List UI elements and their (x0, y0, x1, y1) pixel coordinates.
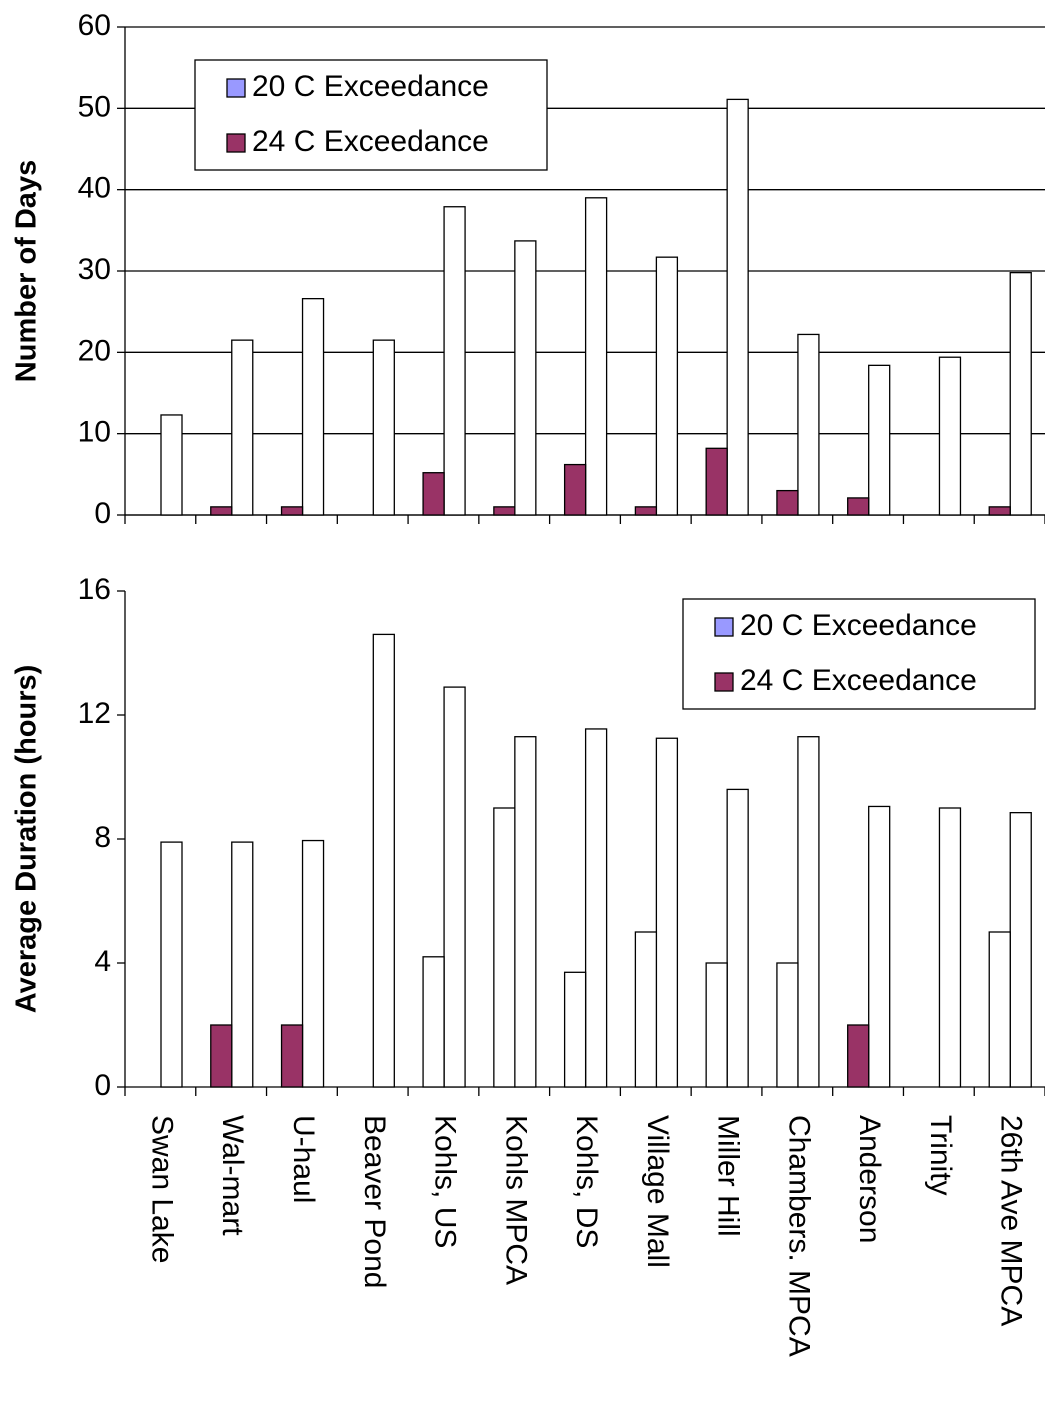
y-tick-label: 60 (78, 9, 111, 42)
bar (655, 256, 679, 516)
bar (868, 364, 891, 516)
legend-label: 24 C Exceedance (740, 664, 977, 697)
bar (280, 506, 304, 516)
bar (1009, 812, 1032, 1088)
bar (705, 447, 728, 516)
legend-swatch (714, 672, 734, 692)
x-tick-label: U-haul (287, 1115, 320, 1203)
y-tick-label: 50 (78, 90, 111, 123)
bar (634, 931, 658, 1088)
legend-label: 20 C Exceedance (740, 609, 977, 642)
y-tick-label: 10 (78, 416, 111, 449)
bar (584, 197, 608, 516)
legend-swatch (226, 78, 246, 98)
bar (797, 333, 820, 516)
y-tick-label: 30 (78, 253, 111, 286)
bar (938, 356, 962, 516)
bar (301, 839, 325, 1088)
y-axis-title: Average Duration (hours) (11, 665, 43, 1014)
x-tick-label: Wal-mart (216, 1115, 249, 1236)
legend-swatch (714, 617, 734, 637)
bar (493, 807, 516, 1088)
bar (563, 971, 587, 1088)
x-tick-label: Kohls, US (429, 1115, 462, 1248)
bar (1009, 271, 1032, 516)
bar (210, 1024, 233, 1088)
bar (160, 841, 183, 1088)
bar (493, 506, 516, 516)
bar (988, 931, 1011, 1088)
legend: 20 C Exceedance 24 C Exceedance (682, 598, 1036, 710)
y-tick-label: 0 (94, 1069, 111, 1102)
y-tick-label: 8 (94, 821, 111, 854)
bar (847, 1024, 870, 1088)
legend-label: 20 C Exceedance (252, 70, 489, 103)
y-tick-label: 20 (78, 334, 111, 367)
x-tick-label: Village Mall (641, 1115, 674, 1268)
bar (584, 728, 608, 1088)
x-tick-label: Miller Hill (712, 1115, 745, 1237)
bar (514, 736, 537, 1088)
bar (726, 98, 749, 516)
bar (231, 841, 254, 1088)
bar (231, 339, 254, 516)
legend-box (682, 598, 1036, 710)
y-tick-label: 12 (78, 697, 111, 730)
bar (210, 506, 233, 516)
bar (301, 298, 325, 516)
bar (634, 506, 658, 516)
x-tick-label: Beaver Pond (358, 1115, 391, 1288)
bar (847, 497, 870, 516)
legend: 20 C Exceedance 24 C Exceedance (194, 59, 548, 171)
x-tick-label: Anderson (853, 1115, 886, 1243)
bar (443, 686, 466, 1088)
y-axis-title: Number of Days (11, 160, 43, 382)
y-tick-label: 40 (78, 172, 111, 205)
x-tick-label: Trinity (924, 1115, 957, 1196)
bar (726, 788, 749, 1088)
legend-swatch (226, 133, 246, 153)
bar (868, 805, 891, 1088)
y-tick-label: 16 (78, 573, 111, 606)
x-tick-label: Kohls MPCA (499, 1115, 532, 1285)
x-tick-label: Swan Lake (145, 1115, 178, 1263)
bar (776, 962, 799, 1088)
bar (372, 339, 395, 516)
bar (655, 737, 679, 1088)
legend-label: 24 C Exceedance (252, 125, 489, 158)
x-tick-label: 26th Ave MPCA (995, 1115, 1028, 1326)
bar (443, 206, 466, 516)
bar (988, 506, 1011, 516)
bar (563, 463, 587, 516)
x-tick-label: Kohls, DS (570, 1115, 603, 1248)
bar (514, 240, 537, 516)
legend-box (194, 59, 548, 171)
x-tick-label: Chambers. MPCA (782, 1115, 815, 1357)
y-tick-label: 0 (94, 497, 111, 530)
bar (280, 1024, 304, 1088)
bar (422, 956, 445, 1088)
bar (422, 472, 445, 516)
bar (372, 633, 395, 1088)
y-tick-label: 4 (94, 945, 111, 978)
bar (776, 489, 799, 516)
bar (938, 807, 962, 1088)
bar (160, 414, 183, 516)
bar (797, 736, 820, 1088)
bar (705, 962, 728, 1088)
